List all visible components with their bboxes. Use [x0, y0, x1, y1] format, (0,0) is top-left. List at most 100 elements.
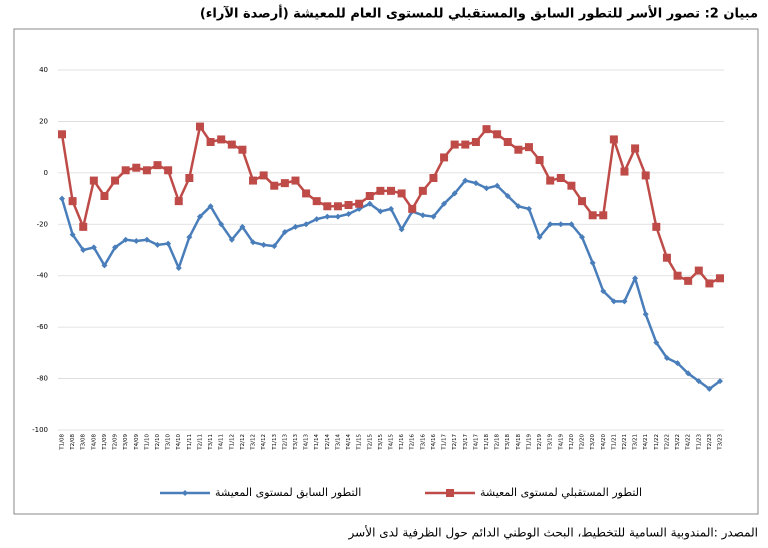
line-marker: [89, 176, 98, 185]
x-tick-label: T1/19: [526, 434, 532, 451]
line-marker: [228, 236, 235, 243]
line-marker: [186, 234, 193, 241]
x-tick-label: T3/22: [675, 434, 681, 451]
x-tick-label: T4/15: [389, 434, 395, 451]
x-tick-label: T3/12: [251, 434, 257, 451]
line-marker: [69, 231, 76, 238]
line-marker: [154, 241, 161, 248]
line-marker: [80, 247, 87, 253]
y-tick-label: -40: [37, 272, 48, 280]
x-tick-label: T2/21: [622, 434, 628, 451]
line-marker: [609, 135, 618, 144]
line-marker: [705, 279, 714, 288]
x-tick-label: T1/08: [60, 434, 66, 451]
line-marker: [694, 266, 703, 275]
x-tick-label: T4/13: [304, 434, 310, 451]
line-marker: [685, 370, 692, 377]
line-marker: [557, 221, 564, 228]
line-marker: [653, 339, 660, 346]
x-tick-label: T2/20: [580, 434, 586, 451]
line-marker: [227, 140, 236, 149]
y-tick-label: -100: [32, 426, 48, 434]
y-tick-label: 40: [39, 66, 48, 74]
line-marker: [556, 174, 565, 182]
x-tick-label: T3/16: [420, 434, 426, 451]
x-tick-label: T1/15: [357, 434, 363, 451]
x-tick-label: T4/17: [473, 434, 479, 451]
line-marker: [218, 221, 225, 228]
line-marker: [344, 201, 353, 209]
line-marker: [388, 205, 394, 212]
x-tick-label: T2/14: [325, 434, 331, 451]
x-tick-label: T3/14: [335, 434, 341, 451]
line-marker: [100, 192, 109, 200]
line-marker: [418, 186, 427, 195]
x-tick-label: T1/13: [272, 434, 278, 451]
line-marker: [143, 236, 150, 243]
line-marker: [250, 239, 257, 246]
x-tick-label: T3/17: [463, 434, 469, 451]
x-tick-label: T2/19: [537, 434, 543, 451]
line-marker: [345, 211, 352, 217]
line-marker: [620, 167, 629, 176]
line-marker: [716, 274, 724, 283]
x-tick-label: T4/18: [516, 434, 522, 451]
legend-marker: [446, 489, 454, 497]
line-marker: [133, 238, 140, 244]
x-tick-label: T1/17: [442, 434, 448, 451]
line-marker: [217, 135, 226, 144]
line-marker: [132, 163, 141, 172]
x-tick-label: T2/12: [240, 434, 246, 451]
line-marker: [68, 197, 77, 206]
line-marker: [535, 156, 544, 164]
line-marker: [482, 125, 491, 134]
line-marker: [547, 221, 554, 228]
line-marker: [387, 186, 395, 195]
x-tick-label: T4/16: [431, 434, 437, 451]
line-marker: [652, 222, 661, 231]
line-marker: [524, 143, 533, 152]
line-marker: [462, 177, 469, 184]
line-marker: [471, 138, 480, 146]
line-marker: [239, 223, 246, 230]
line-marker: [121, 166, 130, 175]
legend-label: التطور السابق لمستوى المعيشة: [215, 486, 361, 500]
line-marker: [419, 212, 426, 219]
x-tick-label: T1/11: [187, 434, 193, 451]
line-marker: [440, 153, 449, 162]
legend-label: التطور المستقبلي لمستوى المعيشة: [480, 486, 642, 499]
x-tick-label: T1/18: [484, 434, 490, 451]
line-marker: [451, 190, 458, 197]
line-marker: [259, 171, 268, 180]
line-marker: [642, 311, 649, 318]
line-marker: [504, 193, 511, 199]
x-tick-label: T3/10: [166, 434, 172, 451]
x-tick-label: T3/09: [123, 434, 129, 451]
line-marker: [153, 161, 162, 170]
line-marker: [196, 213, 203, 220]
line-marker: [579, 234, 586, 241]
line-marker: [588, 211, 597, 220]
line-marker: [165, 240, 172, 247]
line-marker: [292, 223, 299, 230]
line-marker: [312, 197, 321, 206]
line-marker: [503, 138, 512, 146]
legend-marker: [182, 490, 188, 496]
x-tick-label: T1/16: [399, 434, 405, 451]
x-tick-label: T4/19: [558, 434, 564, 451]
line-marker: [408, 204, 417, 213]
x-tick-label: T2/16: [410, 434, 416, 451]
x-tick-label: T1/22: [654, 434, 660, 451]
x-tick-label: T2/10: [155, 434, 161, 451]
y-tick-label: -60: [37, 323, 48, 331]
line-marker: [142, 166, 151, 175]
x-tick-label: T1/10: [144, 434, 150, 451]
x-tick-label: T3/18: [505, 434, 511, 451]
line-marker: [366, 200, 373, 207]
line-marker: [313, 216, 320, 223]
line-marker: [238, 145, 247, 154]
line-marker: [706, 385, 713, 392]
source-note: المصدر :المندوبية السامية للتخطيط، البحث…: [348, 525, 758, 541]
x-tick-label: T3/11: [208, 434, 214, 451]
